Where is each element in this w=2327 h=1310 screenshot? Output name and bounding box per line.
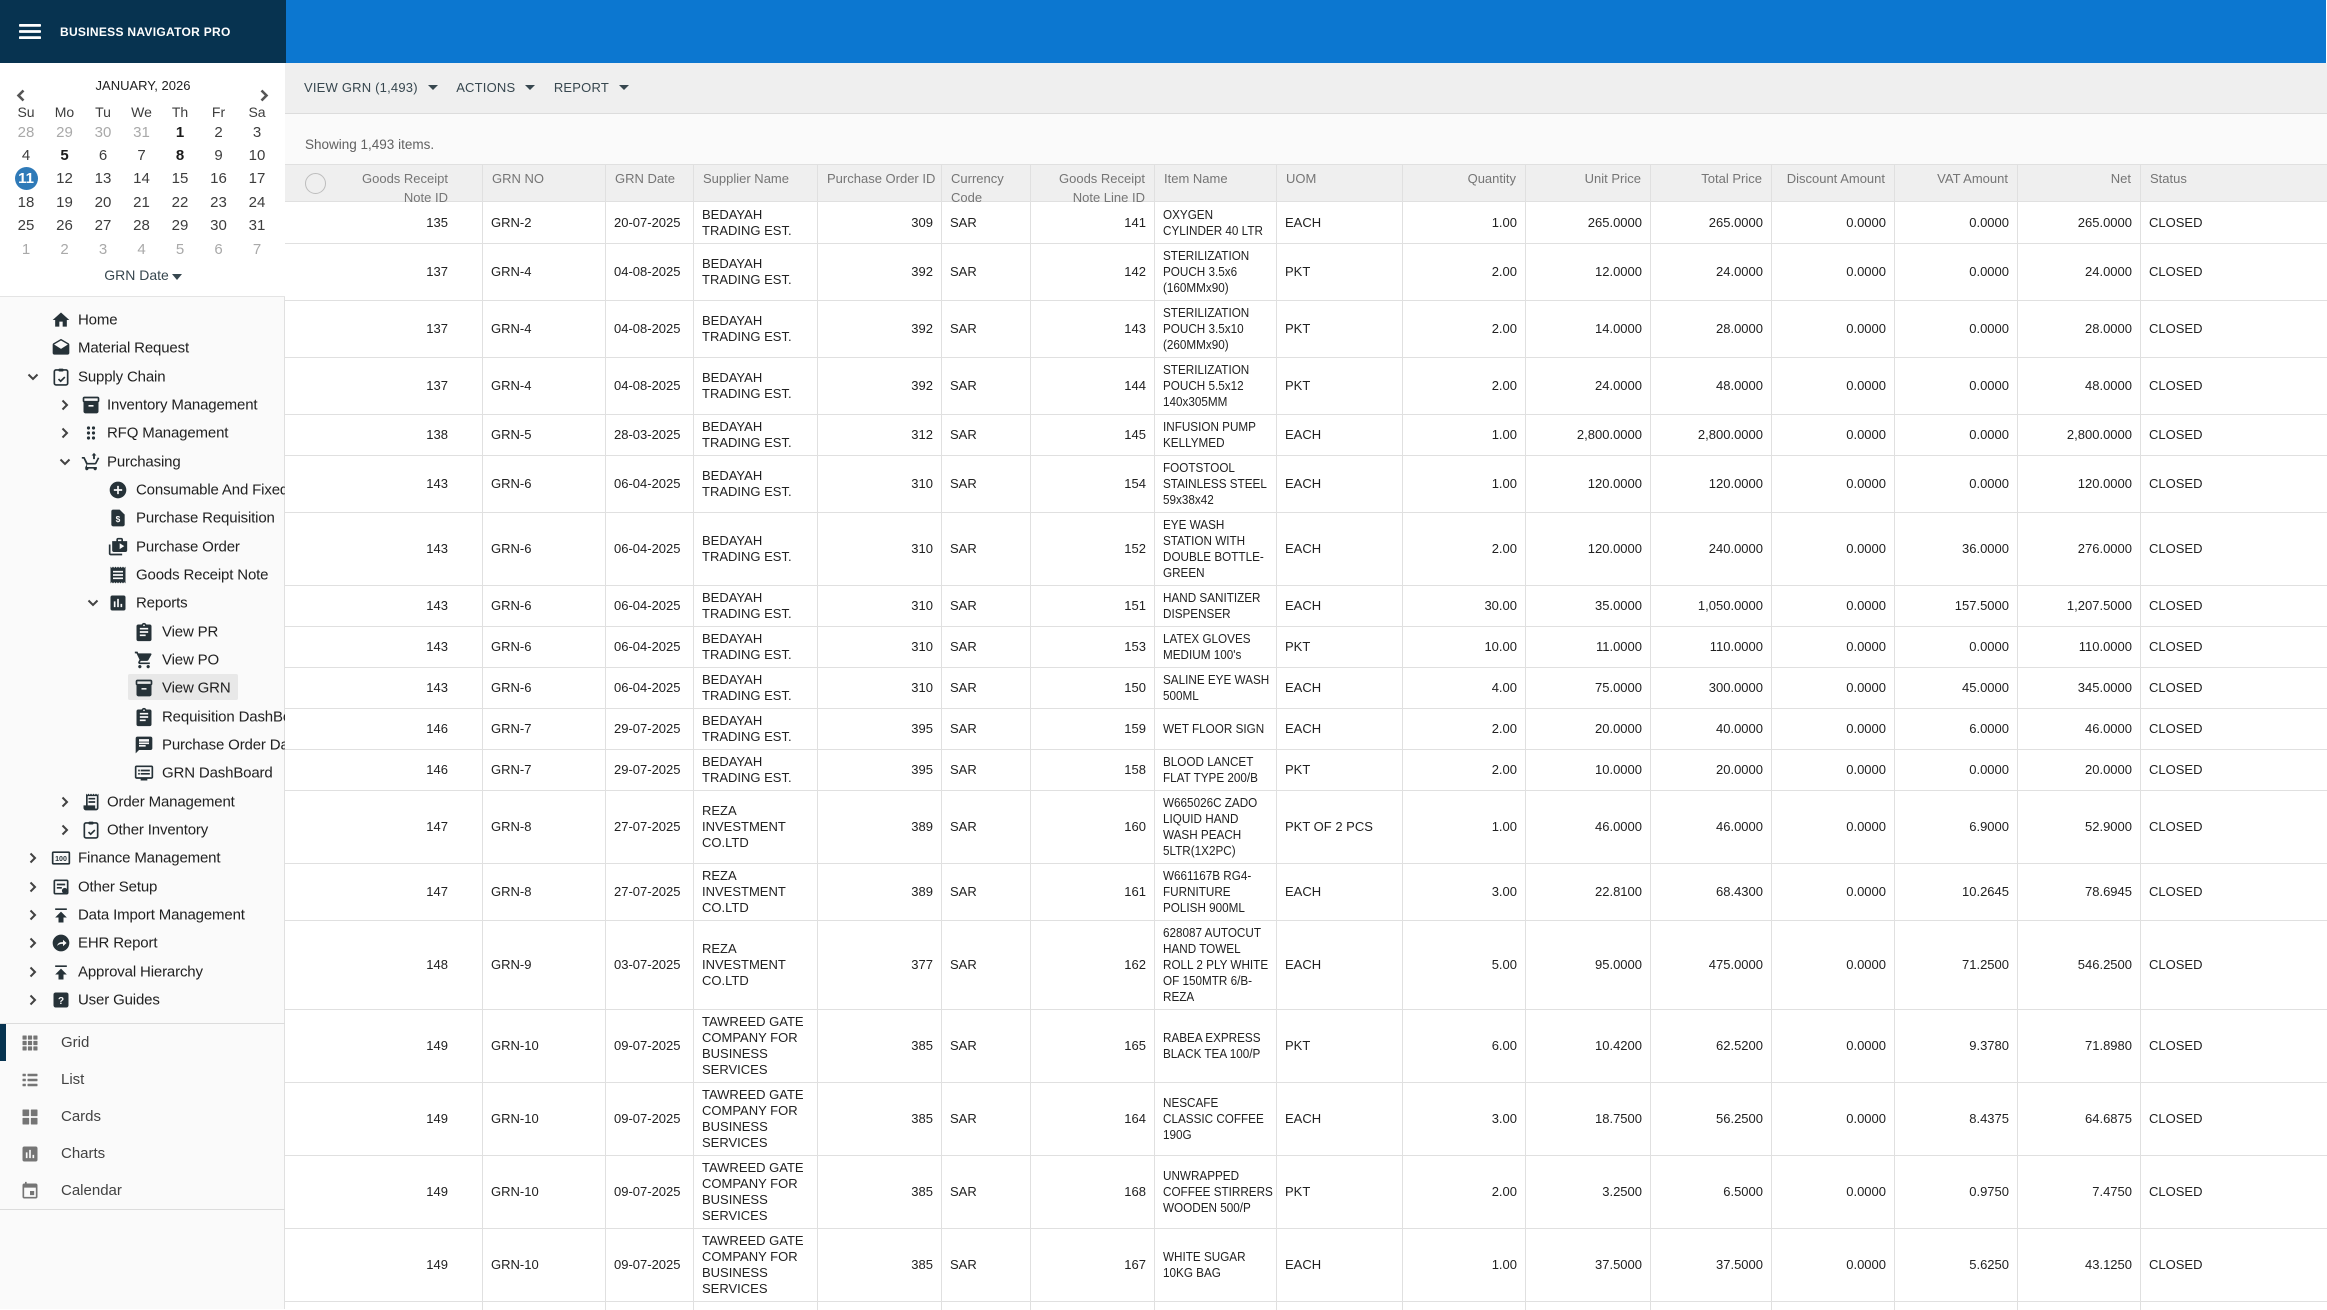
svg-text:$: $ xyxy=(116,515,121,525)
svg-text:?: ? xyxy=(58,996,64,1007)
svg-text:100: 100 xyxy=(55,855,67,863)
